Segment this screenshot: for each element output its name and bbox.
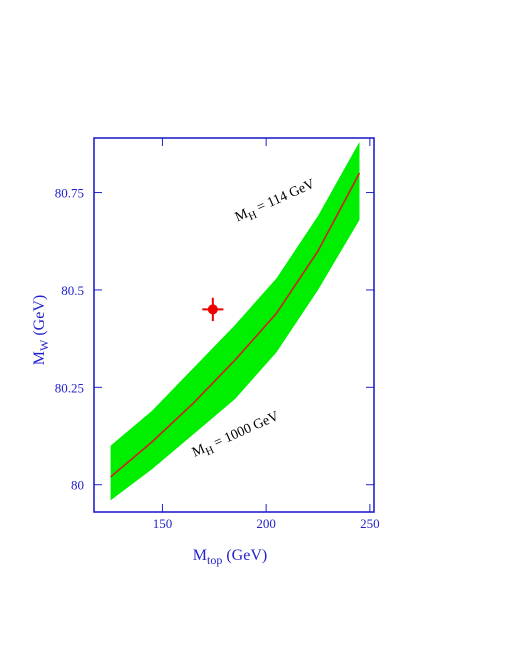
y-axis-title: MW (GeV) bbox=[31, 295, 51, 365]
uncertainty-band bbox=[110, 141, 360, 501]
x-axis-title: Mtop (GeV) bbox=[193, 547, 267, 567]
central-prediction-line bbox=[110, 172, 361, 478]
y-axis-title-sub: W bbox=[37, 339, 51, 351]
x-axis-title-main: M bbox=[193, 547, 207, 564]
x-axis-title-unit: (GeV) bbox=[222, 547, 267, 564]
y-tick-label: 80.5 bbox=[61, 283, 84, 298]
band-annotation: MH = 114 GeV bbox=[233, 177, 319, 228]
x-axis-title-sub: top bbox=[207, 553, 222, 567]
y-axis-title-unit: (GeV) bbox=[31, 295, 48, 340]
y-tick-label: 80.75 bbox=[55, 186, 84, 201]
y-tick-label: 80 bbox=[71, 478, 84, 493]
x-tick-label: 200 bbox=[256, 516, 276, 531]
x-tick-label: 250 bbox=[360, 516, 380, 531]
x-tick-label: 150 bbox=[153, 516, 173, 531]
data-point-marker bbox=[207, 304, 218, 315]
y-tick-label: 80.25 bbox=[55, 380, 84, 395]
y-axis-title-main: M bbox=[31, 351, 48, 365]
plot-frame bbox=[93, 137, 375, 513]
